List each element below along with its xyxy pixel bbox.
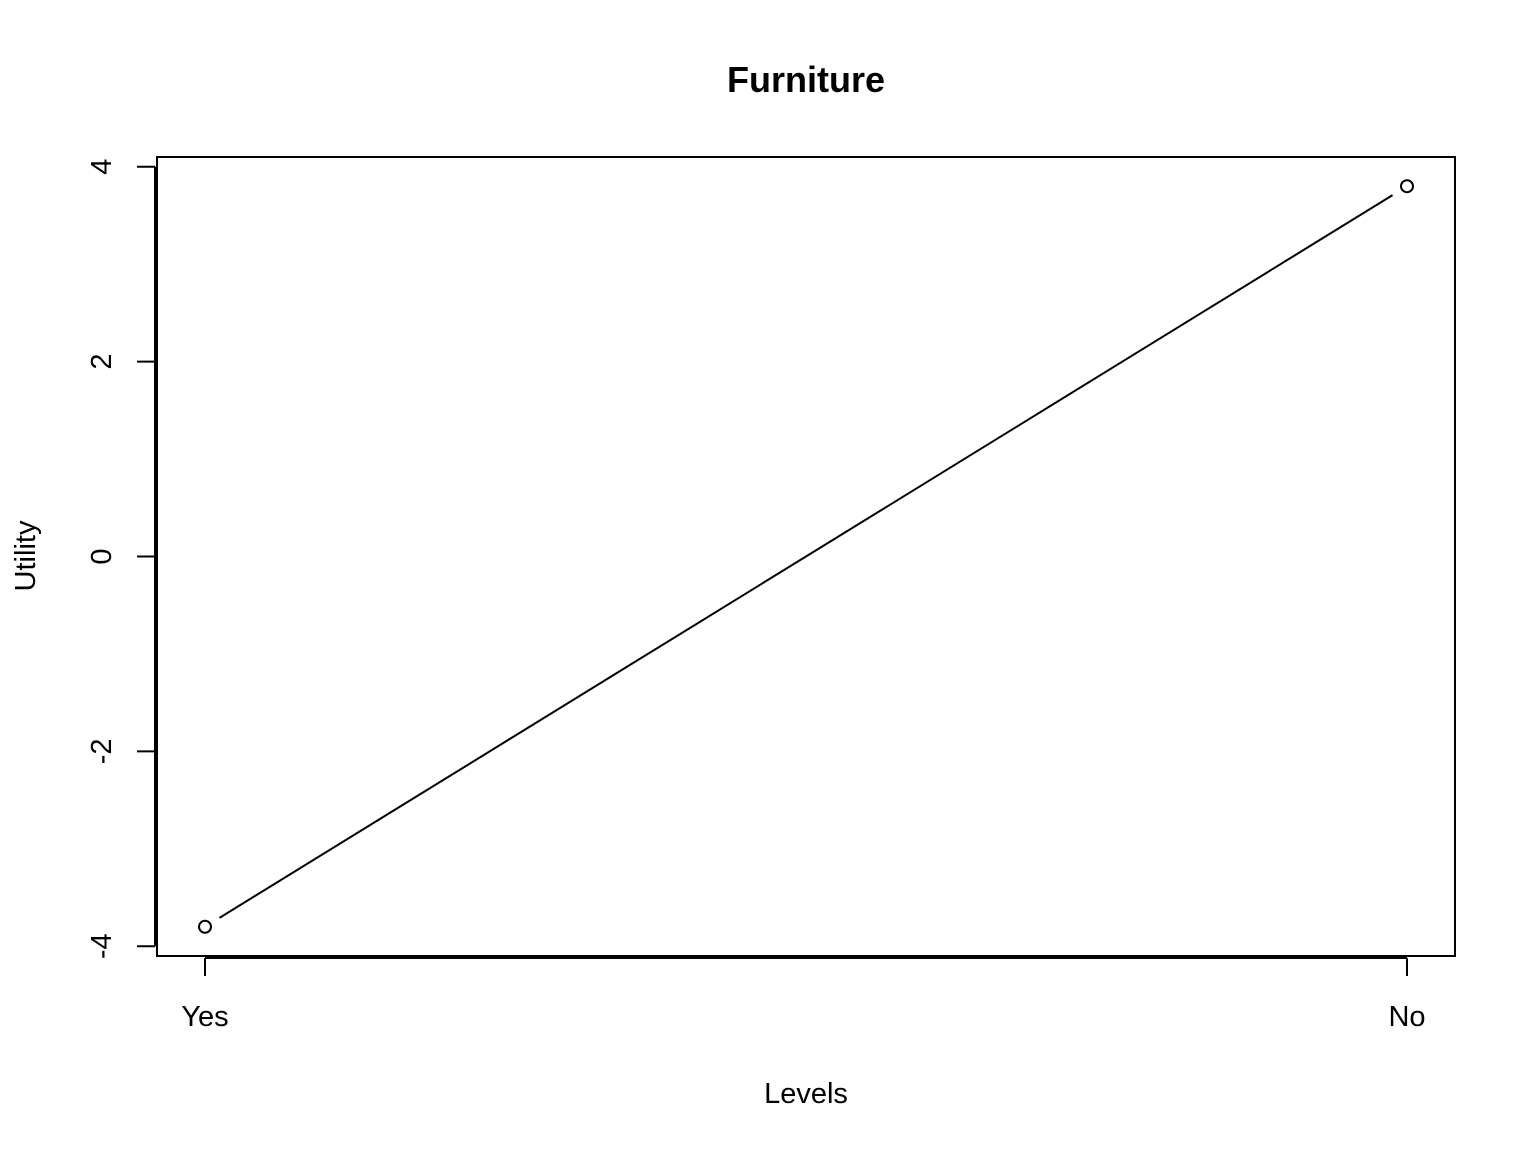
y-tick-label: 4 <box>86 159 118 175</box>
chart-title: Furniture <box>727 59 885 100</box>
data-point <box>1400 179 1414 194</box>
y-tick-label: -2 <box>86 738 118 764</box>
x-axis: Yes No <box>181 957 1426 1033</box>
y-tick-label: 0 <box>86 548 118 564</box>
y-axis-label: Utility <box>10 520 42 591</box>
plot-frame <box>156 156 1456 957</box>
data-point <box>198 919 212 934</box>
series-line-segment <box>218 194 1394 919</box>
series-layer <box>198 179 1414 934</box>
x-axis-label: Levels <box>764 1078 848 1110</box>
y-tick-label: -4 <box>86 933 118 959</box>
y-axis: -4 -2 0 2 4 <box>86 159 156 959</box>
x-tick-label: Yes <box>181 1001 228 1033</box>
x-tick-label: No <box>1388 1001 1425 1033</box>
y-tick-label: 2 <box>86 354 118 370</box>
